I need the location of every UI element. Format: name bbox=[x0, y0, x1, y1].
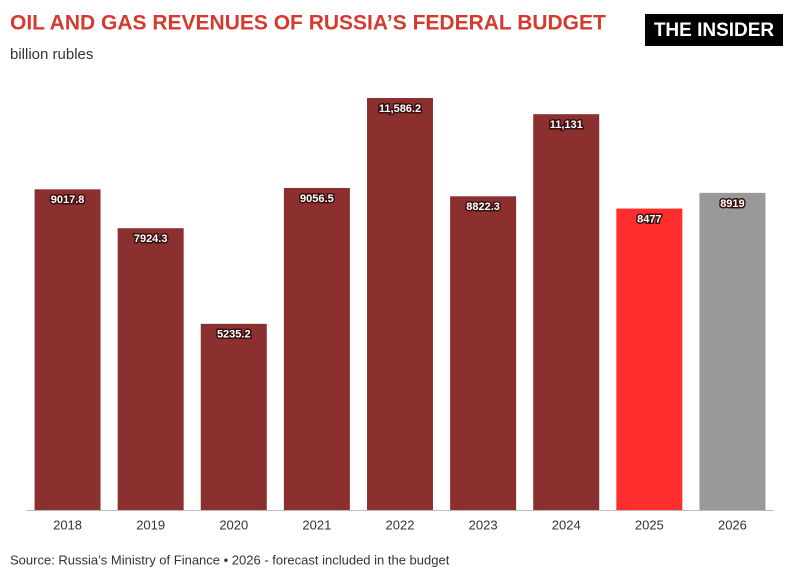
bar bbox=[34, 189, 101, 511]
value-label: 8477 bbox=[637, 213, 661, 225]
value-label: 9017.8 bbox=[51, 194, 85, 206]
x-tick-label: 2020 bbox=[219, 517, 248, 532]
chart-subtitle: billion rubles bbox=[10, 46, 93, 63]
value-label: 11,586.2 bbox=[379, 103, 421, 115]
x-tick-label: 2022 bbox=[386, 517, 415, 532]
x-tick-label: 2024 bbox=[552, 517, 581, 532]
bar bbox=[200, 323, 267, 510]
source: Source: Russia’s Ministry of Finance • 2… bbox=[10, 552, 450, 567]
x-tick-label: 2026 bbox=[718, 517, 747, 532]
x-tick-label: 2019 bbox=[136, 517, 165, 532]
bar bbox=[699, 192, 766, 510]
value-label: 8822.3 bbox=[466, 201, 500, 213]
value-label: 9056.5 bbox=[300, 193, 334, 205]
value-label: 7924.3 bbox=[134, 233, 168, 245]
bar bbox=[616, 208, 683, 510]
bar bbox=[450, 196, 517, 510]
x-tick-label: 2018 bbox=[53, 517, 82, 532]
value-label: 8919 bbox=[720, 198, 744, 210]
logo: THE INSIDER bbox=[654, 20, 775, 41]
logo-box bbox=[645, 14, 783, 46]
bar bbox=[367, 98, 433, 510]
x-tick-label: 2021 bbox=[302, 517, 331, 532]
value-label: 11,131 bbox=[550, 119, 583, 131]
value-label: 5235.2 bbox=[217, 329, 251, 341]
chart-title: OIL AND GAS REVENUES OF RUSSIA’S FEDERAL… bbox=[10, 12, 606, 35]
bar bbox=[283, 187, 350, 510]
bar bbox=[117, 228, 184, 510]
bar bbox=[533, 114, 600, 510]
x-tick-label: 2025 bbox=[635, 517, 664, 532]
x-tick-label: 2023 bbox=[469, 517, 498, 532]
